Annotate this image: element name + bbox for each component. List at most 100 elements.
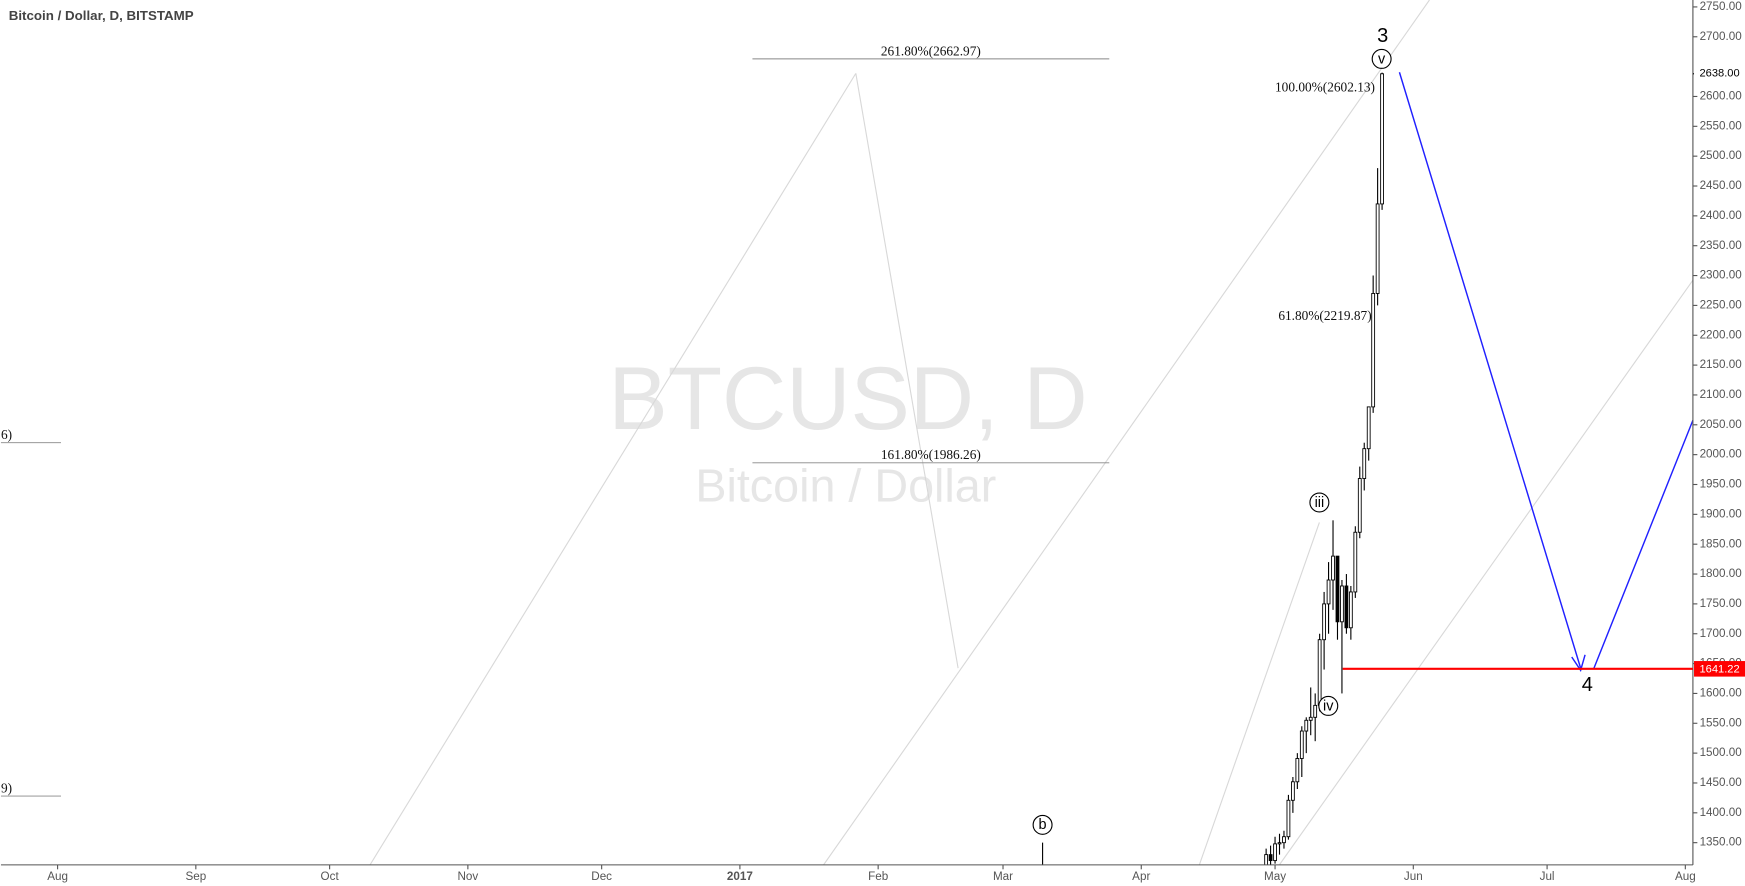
y-tick-label: 1500.00	[1700, 746, 1743, 759]
watermark-subtitle: Bitcoin / Dollar	[695, 459, 996, 511]
chart-title: Bitcoin / Dollar, D, BITSTAMP	[9, 8, 194, 23]
y-tick-label: 2600.00	[1700, 90, 1743, 103]
y-tick-label: 1600.00	[1700, 687, 1743, 700]
plot-area	[1264, 72, 1384, 865]
y-tick-label: 2450.00	[1700, 179, 1743, 192]
level-tag	[1694, 661, 1745, 677]
x-tick-label: Aug	[47, 870, 68, 883]
wave-label: v	[1378, 51, 1386, 67]
candle-body	[1317, 639, 1322, 706]
wave-label: 3	[1377, 25, 1388, 47]
fib-label: 100.00%(2602.13)	[1275, 80, 1375, 95]
y-tick-label: 1450.00	[1700, 776, 1743, 789]
candle-body	[1366, 406, 1371, 450]
drawings	[369, 0, 1693, 865]
wave-label: b	[1039, 817, 1047, 833]
y-tick-label: 1800.00	[1700, 567, 1743, 580]
y-tick-label: 1750.00	[1700, 597, 1743, 610]
candle-body	[1326, 579, 1331, 605]
y-tick-label: 1900.00	[1700, 507, 1743, 520]
candle-body	[1273, 843, 1277, 862]
x-tick-label: Oct	[321, 870, 340, 883]
candle-body	[1308, 716, 1313, 721]
wave-circle	[1318, 695, 1339, 716]
y-tick-label: 2550.00	[1700, 119, 1743, 132]
projection-path	[1398, 72, 1694, 673]
fib-label: 61.80%(2219.87)	[1278, 308, 1371, 323]
candle-body	[1277, 842, 1282, 845]
y-tick-label: 1950.00	[1700, 478, 1743, 491]
x-tick-label: Dec	[591, 870, 612, 883]
candle-body	[1344, 585, 1349, 629]
candle-body	[1322, 603, 1326, 641]
wave-circle	[1032, 814, 1053, 835]
y-tick-label: 2400.00	[1700, 209, 1743, 222]
channel-line	[823, 0, 1430, 865]
candle-body	[1371, 293, 1376, 408]
x-tick-label: Mar	[993, 870, 1013, 883]
channel-line	[1278, 279, 1693, 865]
candle-body	[1380, 73, 1384, 205]
candle-body	[1340, 585, 1344, 623]
candle-body	[1353, 531, 1358, 593]
candle-body	[1290, 781, 1295, 801]
fib-label: 6)	[1, 427, 12, 442]
wave-circle	[1371, 48, 1392, 69]
wave-label: 4	[1582, 674, 1593, 696]
fib-label: 261.80%(2662.97)	[881, 43, 981, 58]
candle-body	[1282, 836, 1286, 844]
x-tick-label: May	[1264, 870, 1286, 883]
candle-body	[1313, 704, 1318, 718]
candle-body	[1357, 478, 1362, 533]
y-tick-label: 2200.00	[1700, 328, 1743, 341]
candle-body	[1348, 591, 1353, 629]
y-tick-label: 2700.00	[1700, 30, 1743, 43]
candle-body	[1362, 448, 1367, 479]
y-tick-label: 2300.00	[1700, 269, 1743, 282]
y-tick-label: 1850.00	[1700, 537, 1743, 550]
watermark: BTCUSD, D	[608, 348, 1087, 448]
level-label: 1641.22	[1700, 663, 1740, 675]
candle-body	[1295, 758, 1300, 783]
candle-body	[1286, 799, 1291, 838]
fib-label: 9)	[1, 781, 12, 796]
last-price-tag	[1694, 67, 1745, 81]
y-tick-label: 1550.00	[1700, 716, 1743, 729]
x-tick-label: Apr	[1132, 870, 1150, 883]
x-tick-label: Jul	[1540, 870, 1555, 883]
y-tick-label: 2500.00	[1700, 149, 1743, 162]
candle-body	[1304, 719, 1309, 732]
candle-body	[1375, 203, 1380, 294]
candle-body	[1299, 730, 1304, 759]
y-tick-label: 2350.00	[1700, 239, 1743, 252]
y-tick-label: 2250.00	[1700, 298, 1743, 311]
y-tick-label: 2000.00	[1700, 448, 1743, 461]
y-tick-label: 1350.00	[1700, 836, 1743, 849]
x-tick-label: Feb	[868, 870, 888, 883]
y-tick-label: 1700.00	[1700, 627, 1743, 640]
y-tick-label: 2100.00	[1700, 388, 1743, 401]
wave-circle	[1309, 492, 1330, 513]
x-tick-label: Aug	[1675, 870, 1696, 883]
last-price-label: 2638.00	[1700, 68, 1740, 80]
wave-label: iii	[1315, 495, 1325, 511]
candle-body	[1268, 854, 1273, 862]
fib-label: 161.80%(1986.26)	[881, 447, 981, 462]
y-tick-label: 1400.00	[1700, 806, 1743, 819]
candle-body	[1264, 854, 1269, 865]
x-tick-label: Sep	[185, 870, 206, 883]
y-tick-label: 2750.00	[1700, 0, 1743, 13]
channel-line	[1198, 522, 1320, 865]
x-tick-label: Nov	[458, 870, 479, 883]
trend-line	[855, 73, 959, 669]
candle-body	[1335, 555, 1340, 623]
y-tick-label: 2150.00	[1700, 358, 1743, 371]
wave-label: iv	[1323, 698, 1334, 714]
y-tick-label: 2050.00	[1700, 418, 1743, 431]
x-tick-label: 2017	[727, 870, 753, 883]
trend-line	[369, 73, 857, 865]
candle-body	[1331, 555, 1335, 581]
x-tick-label: Jun	[1404, 870, 1423, 883]
